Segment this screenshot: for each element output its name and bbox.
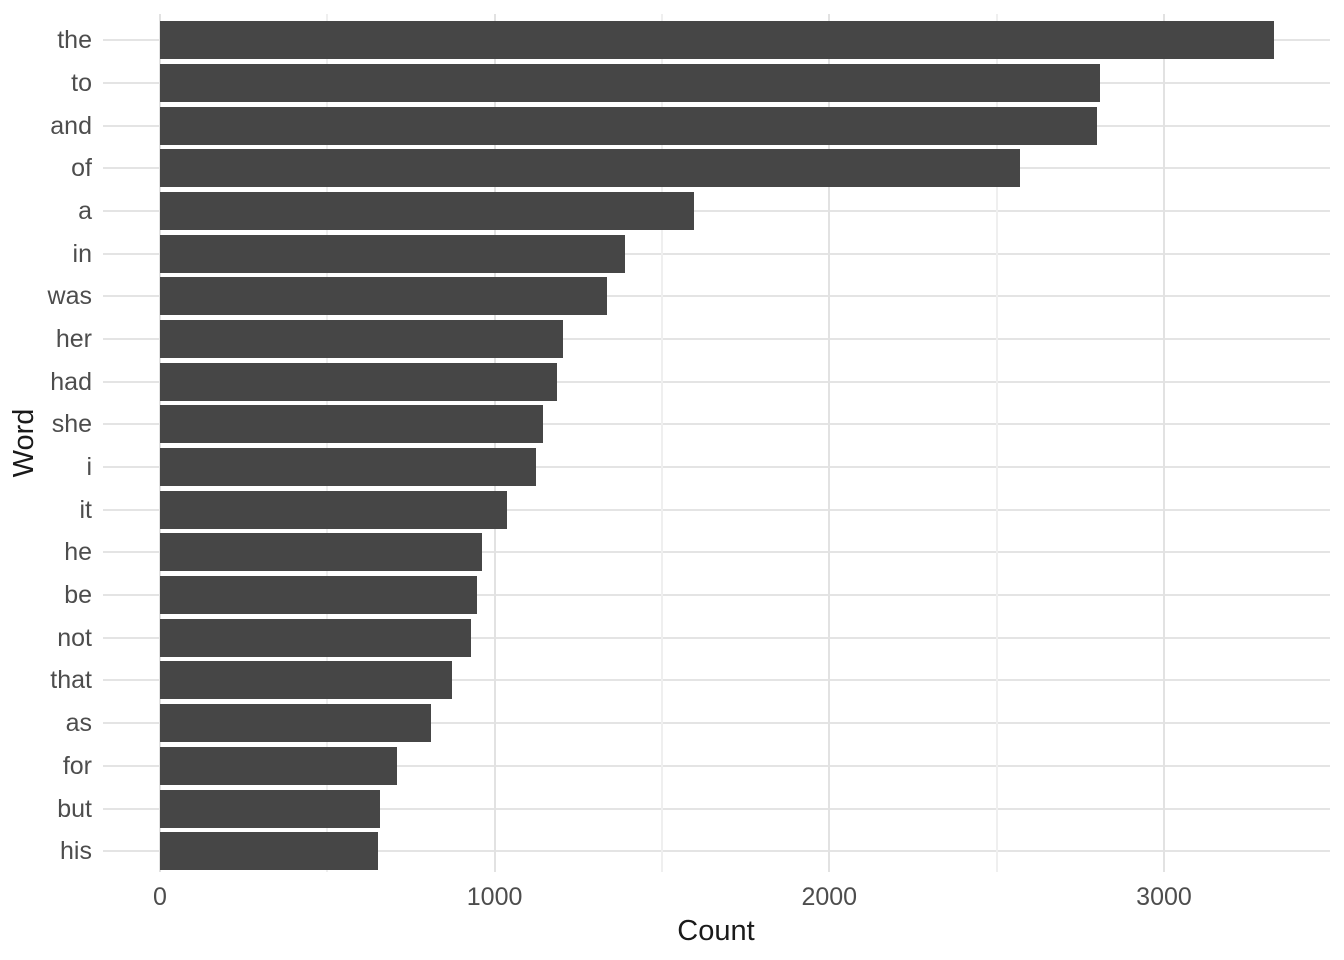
y-tick-label-she: she <box>51 410 92 439</box>
y-tick-label-not: not <box>57 623 92 652</box>
gridline-y-be <box>103 594 1330 597</box>
y-tick-label-of: of <box>71 154 92 183</box>
bar-his <box>159 832 379 871</box>
y-tick-label-for: for <box>62 751 92 780</box>
bar-she <box>159 405 544 444</box>
gridline-y-i <box>103 466 1330 469</box>
gridline-x-minor-1500 <box>660 14 663 872</box>
gridline-y-in <box>103 252 1330 255</box>
y-tick-label-was: was <box>47 282 92 311</box>
y-tick-label-her: her <box>55 324 92 353</box>
bar-i <box>159 448 537 487</box>
y-tick-label-as: as <box>65 709 92 738</box>
bar-had <box>159 362 557 401</box>
bar-not <box>159 618 472 657</box>
y-tick-label-his: his <box>60 837 92 866</box>
bar-but <box>159 789 380 828</box>
bar-that <box>159 661 452 700</box>
gridline-y-but <box>103 807 1330 810</box>
y-tick-label-it: it <box>79 495 93 524</box>
y-tick-label-a: a <box>78 196 92 225</box>
bar-as <box>159 704 431 743</box>
bar-be <box>159 576 478 615</box>
y-tick-label-to: to <box>71 68 92 97</box>
y-tick-label-he: he <box>64 538 92 567</box>
bar-a <box>159 191 694 230</box>
bar-it <box>159 490 508 529</box>
gridline-x-major-3000 <box>1162 14 1165 872</box>
bar-of <box>159 149 1021 188</box>
x-tick-label-2000: 2000 <box>801 883 858 911</box>
gridline-y-a <box>103 209 1330 212</box>
gridline-x-major-2000 <box>828 14 831 872</box>
y-tick-label-be: be <box>64 581 92 610</box>
bar-for <box>159 746 397 785</box>
gridline-y-had <box>103 380 1330 383</box>
bar-to <box>159 63 1100 102</box>
bar-and <box>159 106 1098 145</box>
bar-her <box>159 319 563 358</box>
gridline-y-was <box>103 295 1330 298</box>
x-axis-title: Count <box>677 915 755 947</box>
x-tick-label-1000: 1000 <box>466 883 523 911</box>
gridline-y-that <box>103 679 1330 682</box>
y-tick-label-in: in <box>72 239 92 268</box>
gridline-y-his <box>103 850 1330 853</box>
gridline-y-she <box>103 423 1330 426</box>
gridline-y-it <box>103 508 1330 511</box>
bar-in <box>159 234 625 273</box>
y-tick-label-the: the <box>57 26 92 55</box>
gridline-y-as <box>103 722 1330 725</box>
x-tick-label-0: 0 <box>152 883 167 911</box>
plot-panel <box>103 14 1330 872</box>
gridline-y-her <box>103 337 1330 340</box>
y-tick-label-and: and <box>50 111 92 140</box>
y-tick-label-had: had <box>50 367 92 396</box>
bar-he <box>159 533 482 572</box>
y-axis-title: Word <box>8 408 40 478</box>
y-tick-label-i: i <box>86 453 92 482</box>
gridline-y-for <box>103 764 1330 767</box>
bar-the <box>159 21 1275 60</box>
gridline-y-he <box>103 551 1330 554</box>
x-tick-label-3000: 3000 <box>1136 883 1192 911</box>
bar-was <box>159 277 608 316</box>
y-tick-label-that: that <box>50 666 92 695</box>
y-tick-label-but: but <box>57 794 92 823</box>
gridline-x-minor-2500 <box>995 14 998 872</box>
gridline-y-not <box>103 636 1330 639</box>
